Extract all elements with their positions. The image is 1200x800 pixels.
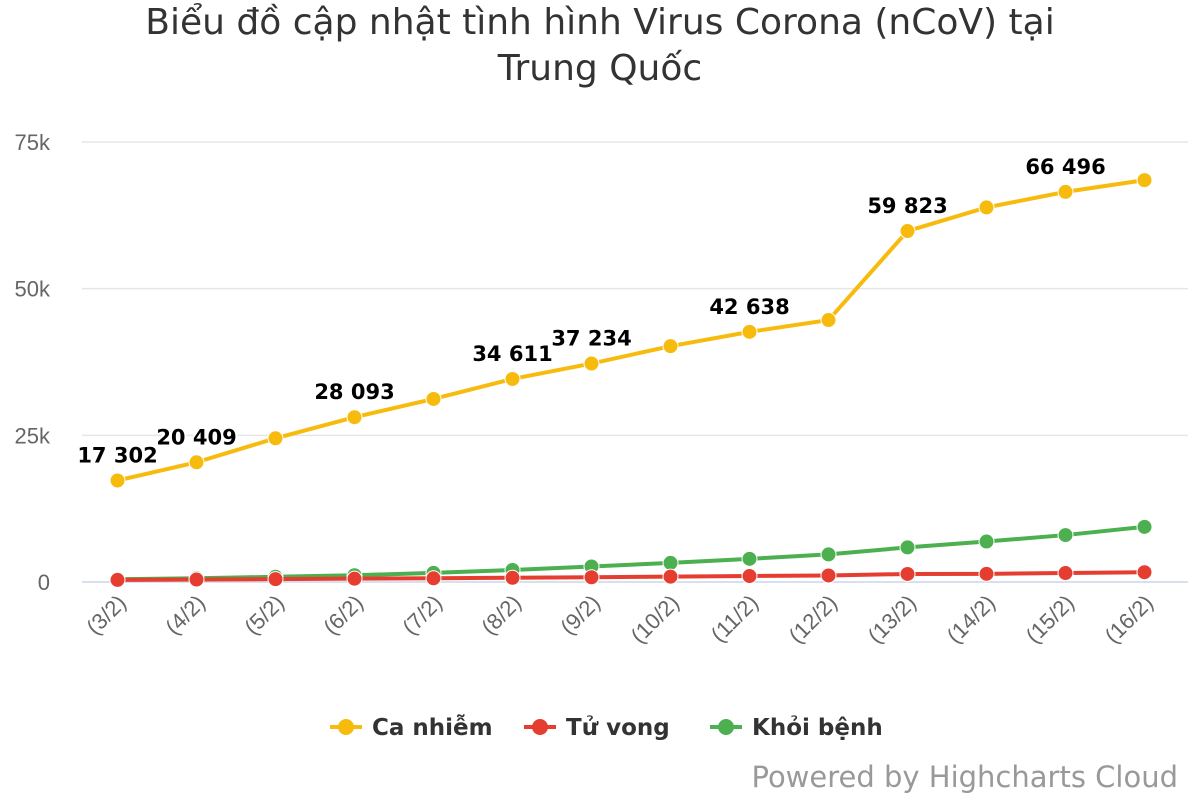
data-point bbox=[188, 454, 205, 471]
x-tick-label: (5/2) bbox=[239, 590, 289, 640]
x-tick-label: (7/2) bbox=[397, 590, 447, 640]
data-point bbox=[820, 567, 837, 584]
legend: Ca nhiễm Tử vong Khỏi bệnh bbox=[330, 714, 883, 741]
data-label: 42 638 bbox=[709, 295, 789, 319]
legend-marker-icon bbox=[718, 719, 734, 735]
data-point bbox=[1136, 564, 1153, 581]
x-tick-label: (16/2) bbox=[1100, 590, 1158, 648]
data-point bbox=[425, 570, 442, 587]
series-group bbox=[109, 172, 1153, 588]
data-label: 66 496 bbox=[1025, 155, 1105, 179]
x-axis-ticks: (3/2) (4/2) (5/2) (6/2) (7/2) (8/2) (9/2) (10/2… bbox=[81, 590, 1158, 648]
series-line bbox=[115, 570, 1147, 582]
data-label: 34 611 bbox=[472, 342, 552, 366]
data-point bbox=[899, 539, 916, 556]
data-point bbox=[109, 472, 126, 489]
y-tick-label: 0 bbox=[38, 570, 50, 595]
data-point bbox=[346, 409, 363, 426]
data-point bbox=[1057, 565, 1074, 582]
legend-item-2[interactable]: Khỏi bệnh bbox=[710, 715, 883, 741]
data-point bbox=[820, 312, 837, 329]
chart-title: Biểu đồ cập nhật tình hình Virus Corona … bbox=[145, 2, 1055, 89]
legend-marker-icon bbox=[532, 719, 548, 735]
data-point bbox=[583, 569, 600, 586]
x-tick-label: (10/2) bbox=[626, 590, 684, 648]
data-point bbox=[741, 550, 758, 567]
data-point bbox=[741, 568, 758, 585]
x-tick-label: (14/2) bbox=[942, 590, 1000, 648]
data-label: 28 093 bbox=[314, 380, 394, 404]
x-tick-label: (4/2) bbox=[160, 590, 210, 640]
data-point bbox=[978, 565, 995, 582]
legend-marker-icon bbox=[338, 719, 354, 735]
series-line bbox=[115, 524, 1147, 582]
data-point bbox=[741, 323, 758, 340]
gridlines bbox=[82, 141, 1188, 583]
y-tick-label: 75k bbox=[15, 130, 51, 155]
data-point bbox=[1057, 183, 1074, 200]
series-line bbox=[115, 178, 1147, 483]
y-tick-label: 25k bbox=[15, 423, 51, 448]
y-tick-label: 50k bbox=[15, 277, 51, 302]
data-point bbox=[504, 569, 521, 586]
legend-item-1[interactable]: Tử vong bbox=[524, 715, 670, 741]
data-point bbox=[504, 370, 521, 387]
data-label: 37 234 bbox=[551, 327, 631, 351]
data-point bbox=[1136, 172, 1153, 189]
data-label: 20 409 bbox=[156, 425, 236, 449]
data-point bbox=[899, 223, 916, 240]
legend-item-0[interactable]: Ca nhiễm bbox=[330, 714, 493, 741]
data-point bbox=[662, 568, 679, 585]
data-point bbox=[978, 533, 995, 550]
data-point bbox=[425, 390, 442, 407]
x-tick-label: (6/2) bbox=[318, 590, 368, 640]
data-point bbox=[662, 338, 679, 355]
x-tick-label: (8/2) bbox=[476, 590, 526, 640]
data-point bbox=[662, 554, 679, 571]
data-point bbox=[583, 355, 600, 372]
legend-label: Khỏi bệnh bbox=[752, 715, 883, 741]
data-point bbox=[820, 546, 837, 563]
data-point bbox=[188, 571, 205, 588]
data-point bbox=[978, 199, 995, 216]
data-point bbox=[109, 571, 126, 588]
x-tick-label: (3/2) bbox=[81, 590, 131, 640]
data-point bbox=[1136, 518, 1153, 535]
legend-label: Tử vong bbox=[566, 715, 670, 741]
legend-label: Ca nhiễm bbox=[372, 714, 493, 741]
data-label: 17 302 bbox=[77, 443, 157, 467]
x-tick-label: (12/2) bbox=[784, 590, 842, 648]
data-point bbox=[1057, 527, 1074, 544]
y-axis-ticks: 0 25k 50k 75k bbox=[15, 130, 51, 595]
data-point bbox=[899, 565, 916, 582]
credits[interactable]: Powered by Highcharts Cloud bbox=[751, 760, 1178, 794]
x-tick-label: (9/2) bbox=[555, 590, 605, 640]
data-point bbox=[267, 571, 284, 588]
x-tick-label: (13/2) bbox=[863, 590, 921, 648]
series-1 bbox=[109, 564, 1153, 588]
data-label: 59 823 bbox=[867, 194, 947, 218]
data-point bbox=[267, 430, 284, 447]
x-tick-label: (11/2) bbox=[706, 590, 763, 647]
series-0 bbox=[109, 172, 1153, 489]
x-tick-label: (15/2) bbox=[1021, 590, 1079, 648]
data-point bbox=[346, 570, 363, 587]
